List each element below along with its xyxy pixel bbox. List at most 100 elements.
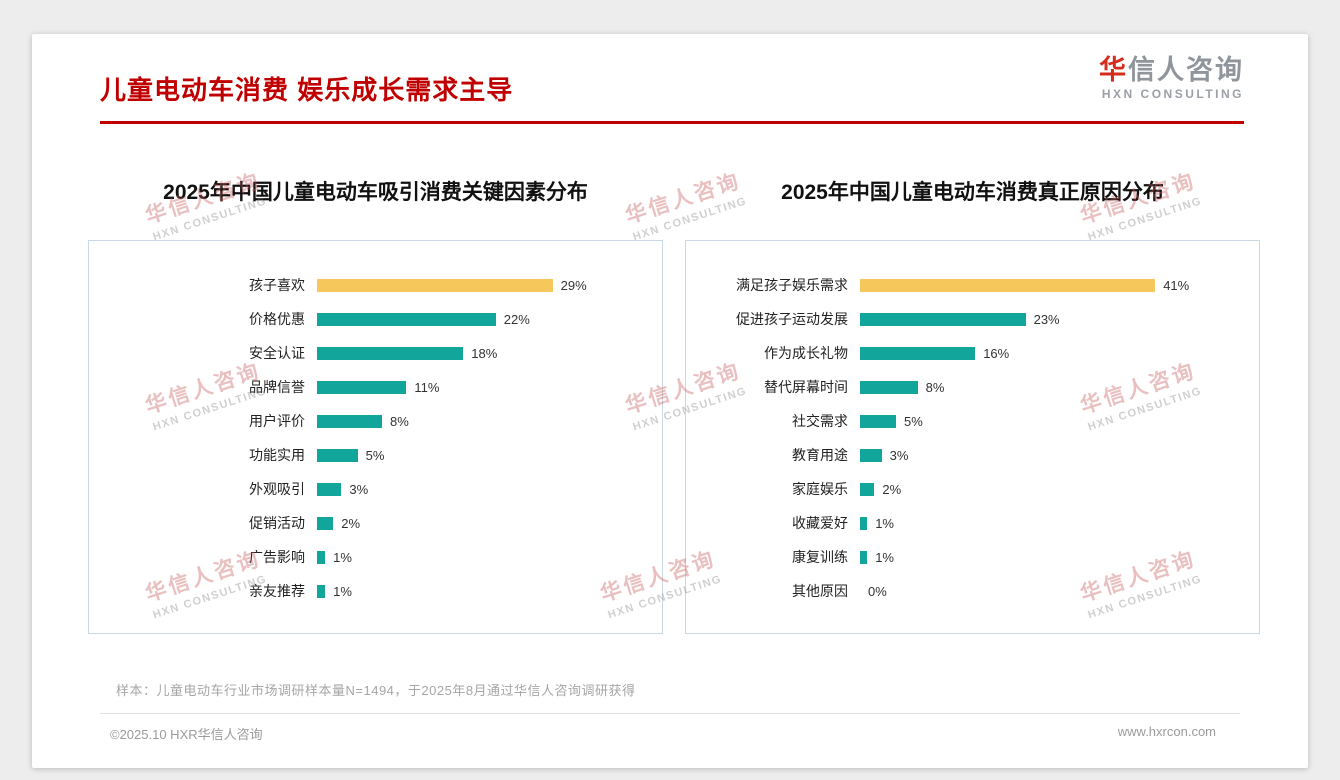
bar xyxy=(860,312,1026,326)
bar-value: 1% xyxy=(875,549,894,565)
bar-row: 用户评价 8% xyxy=(95,404,662,438)
footer-url: www.hxrcon.com xyxy=(1117,724,1216,739)
bar-area: 16% xyxy=(860,346,1184,361)
bar-row: 满足孩子娱乐需求 41% xyxy=(692,268,1259,302)
bar-label: 其他原因 xyxy=(792,583,848,599)
bar-label: 社交需求 xyxy=(792,413,848,429)
bar xyxy=(860,278,1156,292)
bar xyxy=(317,380,407,394)
bar-value: 16% xyxy=(983,345,1010,361)
bar-area: 2% xyxy=(317,516,577,531)
bar-label: 亲友推荐 xyxy=(249,583,305,599)
bar-value: 3% xyxy=(349,481,369,497)
bar-label: 满足孩子娱乐需求 xyxy=(736,277,848,293)
bar-row: 教育用途 3% xyxy=(692,438,1259,472)
bar-area: 41% xyxy=(860,278,1189,293)
bar xyxy=(317,448,358,462)
bar-value: 3% xyxy=(889,447,909,463)
page-title: 儿童电动车消费 娱乐成长需求主导 xyxy=(100,75,514,105)
bar-value: 41% xyxy=(1163,277,1190,293)
bar-value: 22% xyxy=(503,311,530,327)
bar-row: 功能实用 5% xyxy=(95,438,662,472)
bar-label: 作为成长礼物 xyxy=(764,345,848,361)
bar-area: 5% xyxy=(860,414,1184,429)
bar-label: 功能实用 xyxy=(249,447,305,463)
bar xyxy=(860,448,882,462)
bar-area: 2% xyxy=(860,482,1184,497)
bar-row: 促进孩子运动发展 23% xyxy=(692,302,1259,336)
bar xyxy=(317,278,553,292)
header: 儿童电动车消费 娱乐成长需求主导 华信人咨询 HXN CONSULTING xyxy=(32,34,1308,107)
bar-area: 1% xyxy=(860,550,1184,565)
bar-area: 1% xyxy=(317,584,577,599)
bar xyxy=(317,346,464,360)
bar-area: 1% xyxy=(860,516,1184,531)
footer-divider xyxy=(100,713,1240,714)
bar-label: 用户评价 xyxy=(249,413,305,429)
bar-label: 孩子喜欢 xyxy=(249,277,305,293)
bar-area: 29% xyxy=(317,278,587,293)
slide-card: 华信人咨询 HXN CONSULTING 华信人咨询 HXN CONSULTING 华信… xyxy=(32,34,1308,768)
bar-value: 23% xyxy=(1033,311,1060,327)
sample-note: 样本：儿童电动车行业市场调研样本量N=1494，于2025年8月通过华信人咨询调… xyxy=(116,683,636,698)
bar-row: 作为成长礼物 16% xyxy=(692,336,1259,370)
logo-wordmark: 华信人咨询 xyxy=(1099,55,1244,86)
bar-label: 品牌信誉 xyxy=(249,379,305,395)
footer-copyright: ©2025.10 HXR华信人咨询 xyxy=(110,727,263,742)
bar-row: 外观吸引 3% xyxy=(95,472,662,506)
bar-label: 外观吸引 xyxy=(249,481,305,497)
bar-value: 18% xyxy=(471,345,498,361)
bar xyxy=(860,380,918,394)
logo-subtitle: HXN CONSULTING xyxy=(1101,86,1244,101)
title-underline xyxy=(100,121,1244,124)
bar-label: 促销活动 xyxy=(249,515,305,531)
bar-value: 1% xyxy=(875,515,894,531)
bar-row: 收藏爱好 1% xyxy=(692,506,1259,540)
bar xyxy=(317,550,326,564)
bar-label: 康复训练 xyxy=(792,549,848,565)
left-chart: 孩子喜欢 29% 价格优惠 22% 安全认证 18% 品牌信誉 11% 用户评价 8% 功能实用 5%… xyxy=(88,240,663,634)
bar-row: 安全认证 18% xyxy=(95,336,662,370)
bar xyxy=(317,516,334,530)
bar-value: 5% xyxy=(903,413,923,429)
bar xyxy=(317,414,382,428)
bar xyxy=(317,482,342,496)
bar xyxy=(860,414,896,428)
bar xyxy=(860,482,875,496)
bar-area: 22% xyxy=(317,312,577,327)
charts-row: 孩子喜欢 29% 价格优惠 22% 安全认证 18% 品牌信誉 11% 用户评价 8% 功能实用 5%… xyxy=(88,240,1260,634)
bar-area: 11% xyxy=(317,380,577,395)
bar xyxy=(317,312,496,326)
bar-row: 促销活动 2% xyxy=(95,506,662,540)
bar xyxy=(860,516,868,530)
bar-row: 康复训练 1% xyxy=(692,540,1259,574)
bar-label: 家庭娱乐 xyxy=(792,481,848,497)
bar-row: 亲友推荐 1% xyxy=(95,574,662,608)
bar-label: 替代屏幕时间 xyxy=(764,379,848,395)
right-chart-title: 2025年中国儿童电动车消费真正原因分布 xyxy=(781,181,1164,204)
bar-row: 其他原因 0% xyxy=(692,574,1259,608)
bar-row: 替代屏幕时间 8% xyxy=(692,370,1259,404)
bar-area: 8% xyxy=(317,414,577,429)
bar xyxy=(317,584,326,598)
bar xyxy=(860,346,976,360)
bar xyxy=(860,550,868,564)
bar-value: 29% xyxy=(560,277,587,293)
bar-row: 家庭娱乐 2% xyxy=(692,472,1259,506)
bar-area: 0% xyxy=(860,584,1184,599)
bar-value: 11% xyxy=(414,379,440,395)
bar-row: 广告影响 1% xyxy=(95,540,662,574)
bar-value: 1% xyxy=(333,549,352,565)
bar-label: 广告影响 xyxy=(249,549,305,565)
bar-value: 8% xyxy=(925,379,945,395)
logo-highlight-char: 华 xyxy=(1099,55,1128,85)
right-chart: 满足孩子娱乐需求 41% 促进孩子运动发展 23% 作为成长礼物 16% 替代屏幕时间 8% 社… xyxy=(685,240,1260,634)
bar-area: 23% xyxy=(860,312,1184,327)
bar-area: 18% xyxy=(317,346,577,361)
bar-area: 3% xyxy=(860,448,1184,463)
brand-logo: 华信人咨询 HXN CONSULTING xyxy=(1099,55,1244,101)
bar-row: 社交需求 5% xyxy=(692,404,1259,438)
bar-value: 5% xyxy=(365,447,385,463)
bar-label: 促进孩子运动发展 xyxy=(736,311,848,327)
bar-value: 8% xyxy=(390,413,409,429)
